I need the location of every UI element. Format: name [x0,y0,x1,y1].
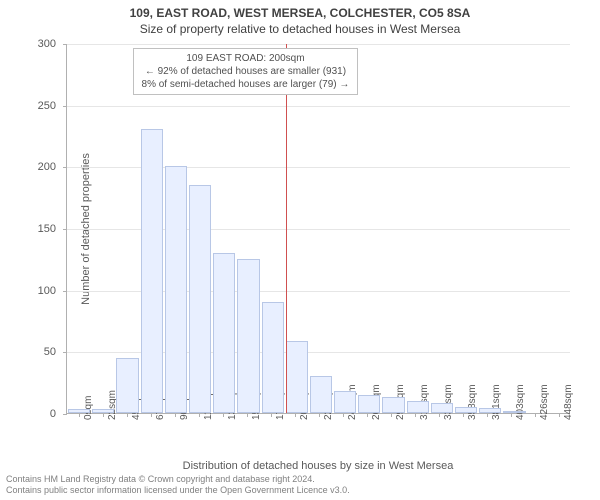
bar [479,408,501,413]
bar [334,391,356,413]
chart-area: Number of detached properties 109 EAST R… [66,44,570,414]
x-tick-mark [127,413,128,417]
x-tick-mark [463,413,464,417]
annotation-line: 8% of semi-detached houses are larger (7… [142,78,350,91]
y-tick-label: 200 [16,161,56,173]
bar [503,411,525,413]
annotation-box: 109 EAST ROAD: 200sqm ← 92% of detached … [133,48,359,95]
x-tick-mark [295,413,296,417]
bar [237,259,259,413]
x-tick-mark [271,413,272,417]
x-tick-mark [151,413,152,417]
bar [165,166,187,413]
footer: Contains HM Land Registry data © Crown c… [6,474,350,497]
annotation-line: 109 EAST ROAD: 200sqm [142,52,350,65]
plot-region: 109 EAST ROAD: 200sqm ← 92% of detached … [66,44,570,414]
page-title: 109, EAST ROAD, WEST MERSEA, COLCHESTER,… [0,6,600,20]
bar [141,129,163,413]
y-tick-label: 50 [16,346,56,358]
x-tick-mark [319,413,320,417]
x-tick-mark [511,413,512,417]
x-tick-mark [439,413,440,417]
bar [358,395,380,414]
chart-container: 109, EAST ROAD, WEST MERSEA, COLCHESTER,… [0,0,600,500]
y-tick-label: 300 [16,38,56,50]
x-tick-mark [79,413,80,417]
bar [310,376,332,413]
bar [431,403,453,413]
y-tick-label: 0 [16,408,56,420]
reference-line [286,44,287,413]
x-tick-mark [391,413,392,417]
x-tick-mark [487,413,488,417]
y-tick-label: 100 [16,285,56,297]
bar [68,409,90,413]
footer-line: Contains HM Land Registry data © Crown c… [6,474,350,485]
bar [262,302,284,413]
bar [286,341,308,413]
x-tick-mark [223,413,224,417]
y-tick-label: 150 [16,223,56,235]
y-tick-mark [63,414,67,415]
bar [116,358,138,414]
bar [189,185,211,413]
x-tick-mark [367,413,368,417]
x-tick-mark [415,413,416,417]
bar [407,401,429,413]
bar [92,409,114,413]
title-block: 109, EAST ROAD, WEST MERSEA, COLCHESTER,… [0,0,600,36]
annotation-line: ← 92% of detached houses are smaller (93… [142,65,350,78]
x-tick-mark [175,413,176,417]
x-tick-mark [199,413,200,417]
page-subtitle: Size of property relative to detached ho… [0,22,600,36]
y-tick-label: 250 [16,100,56,112]
footer-line: Contains public sector information licen… [6,485,350,496]
x-tick-mark [535,413,536,417]
bar [455,407,477,413]
bar [382,397,404,413]
x-tick-mark [103,413,104,417]
x-axis-label: Distribution of detached houses by size … [66,460,570,472]
x-tick-mark [559,413,560,417]
x-tick-mark [343,413,344,417]
bar-group [67,43,571,413]
x-tick-mark [247,413,248,417]
bar [213,253,235,413]
